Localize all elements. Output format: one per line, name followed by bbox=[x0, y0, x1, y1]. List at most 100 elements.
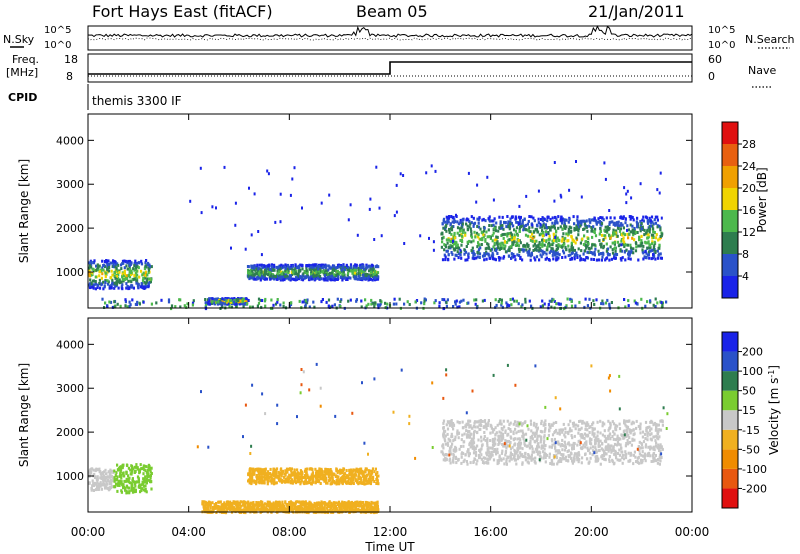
power-cell-700 bbox=[348, 267, 351, 271]
power-cell-2593 bbox=[229, 299, 233, 302]
power-cell-2095 bbox=[521, 219, 524, 223]
velocity-cell-1081 bbox=[301, 503, 305, 506]
velocity-cell-125 bbox=[89, 470, 93, 474]
power-cell-509 bbox=[223, 298, 226, 302]
velocity-cell-1546 bbox=[330, 470, 333, 474]
power-cell-2174 bbox=[444, 258, 447, 262]
power-cell-2276 bbox=[483, 226, 486, 230]
power-cell-689 bbox=[293, 278, 296, 281]
power-cell-1986 bbox=[494, 238, 497, 242]
power-cell-2869 bbox=[279, 220, 282, 224]
power-cell-2930 bbox=[630, 196, 633, 200]
velocity-cell-12 bbox=[98, 467, 101, 471]
power-cell-2741 bbox=[608, 304, 611, 308]
power-cell-2897 bbox=[525, 194, 528, 198]
power-cell-272 bbox=[150, 278, 153, 281]
power-cell-2062 bbox=[465, 245, 468, 248]
velocity-cell-1697 bbox=[299, 482, 302, 486]
velocity-cell-44 bbox=[109, 479, 112, 483]
power-cell-2696 bbox=[339, 300, 342, 304]
power-cell-2531 bbox=[447, 220, 450, 224]
power-cell-2159 bbox=[625, 243, 628, 247]
power-cell-1735 bbox=[526, 244, 530, 248]
power-cell-136 bbox=[144, 270, 147, 274]
power-cell-2476 bbox=[511, 236, 514, 240]
power-cell-2138 bbox=[489, 235, 492, 239]
power-cell-2153 bbox=[611, 248, 614, 252]
velocity-cell-231 bbox=[145, 490, 148, 494]
power-cell-1307 bbox=[576, 254, 579, 257]
velocity-cell-1537 bbox=[273, 482, 276, 486]
power-cell-2724 bbox=[408, 303, 411, 306]
power-cell-332 bbox=[108, 286, 111, 290]
power-cell-40 bbox=[92, 279, 95, 283]
power-cell-671 bbox=[305, 266, 308, 270]
power-cell-2105 bbox=[581, 219, 584, 223]
velocity-cell-1943 bbox=[530, 453, 533, 457]
power-cell-1090 bbox=[366, 274, 369, 278]
velocity-cell-40 bbox=[99, 470, 102, 474]
power-cell-2934 bbox=[368, 207, 371, 211]
power-cell-964 bbox=[314, 263, 318, 267]
velocity-cell-1948 bbox=[618, 427, 622, 431]
power-cell-1243 bbox=[290, 264, 293, 267]
power-cell-1413 bbox=[648, 256, 651, 260]
velocity-cell-120 bbox=[91, 467, 94, 471]
power-cell-527 bbox=[235, 298, 238, 302]
velocity-cell-286 bbox=[137, 485, 140, 489]
power-cell-1086 bbox=[259, 278, 262, 282]
power-cell-297 bbox=[95, 282, 98, 286]
power-cell-2101 bbox=[575, 227, 578, 231]
power-cell-2208 bbox=[616, 223, 619, 227]
velocity-cell-505 bbox=[247, 500, 250, 504]
power-cell-158 bbox=[125, 274, 129, 278]
power-cell-1567 bbox=[590, 246, 593, 250]
velocity-cell-1418 bbox=[345, 469, 348, 472]
freq-tick-low: 8 bbox=[66, 70, 73, 83]
power-cell-2106 bbox=[613, 256, 616, 260]
velocity-cell-1762 bbox=[318, 472, 321, 476]
power-cell-2033 bbox=[590, 229, 593, 233]
power-cell-2904 bbox=[568, 188, 571, 192]
power-cell-1275 bbox=[374, 271, 377, 275]
power-cell-2681 bbox=[355, 299, 358, 303]
velocity-cell-1179 bbox=[333, 501, 336, 505]
power-cell-1192 bbox=[354, 275, 358, 279]
velocity-cell-1917 bbox=[619, 443, 622, 447]
power-cell-2461 bbox=[570, 230, 573, 234]
power-cell-2252 bbox=[647, 240, 650, 244]
power-cell-2222 bbox=[643, 228, 646, 232]
power-cell-244 bbox=[139, 285, 142, 289]
power-cell-1423 bbox=[558, 244, 561, 248]
power-cell-1564 bbox=[496, 252, 499, 255]
velocity-cell-1066 bbox=[363, 504, 366, 508]
velocity-cell-1160 bbox=[223, 509, 226, 513]
velocity-cell-1187 bbox=[243, 505, 246, 509]
power-cell-1406 bbox=[630, 250, 634, 254]
power-cell-1097 bbox=[251, 272, 254, 275]
power-cell-1083 bbox=[282, 275, 286, 279]
power-cell-1872 bbox=[605, 242, 608, 246]
velocity-cell-1631 bbox=[316, 479, 319, 483]
power-cell-2511 bbox=[460, 238, 463, 242]
velocity-cell-1610 bbox=[375, 477, 378, 481]
power-cell-2732 bbox=[204, 301, 207, 305]
power-cell-2110 bbox=[537, 245, 540, 249]
velocity-cell-1887 bbox=[349, 477, 352, 481]
power-cell-2427 bbox=[464, 231, 467, 235]
power-ytick-label-2: 3000 bbox=[56, 178, 84, 191]
power-cell-1931 bbox=[456, 231, 459, 235]
power-cell-2375 bbox=[479, 227, 482, 231]
power-cell-2708 bbox=[360, 299, 363, 303]
velocity-cell-1972 bbox=[489, 446, 492, 450]
power-cell-663 bbox=[297, 272, 300, 276]
velocity-cell-86 bbox=[97, 487, 100, 490]
power-cell-1210 bbox=[369, 270, 373, 273]
power-cell-190 bbox=[120, 280, 123, 284]
velocity-cell-1234 bbox=[306, 502, 309, 506]
power-cell-1626 bbox=[498, 226, 501, 230]
velocity-cell-350 bbox=[268, 508, 271, 512]
power-cell-2871 bbox=[301, 206, 303, 210]
velocity-cell-1636 bbox=[273, 480, 276, 483]
power-cell-1008 bbox=[299, 268, 302, 272]
